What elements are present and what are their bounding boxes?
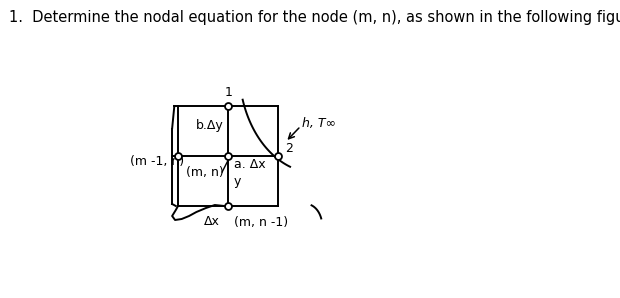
Text: y: y bbox=[234, 175, 241, 188]
Text: 2: 2 bbox=[285, 142, 293, 156]
Text: (m, n -1): (m, n -1) bbox=[234, 216, 288, 229]
Text: 1.  Determine the nodal equation for the node (m, n), as shown in the following : 1. Determine the nodal equation for the … bbox=[9, 10, 620, 25]
Text: b.Δy: b.Δy bbox=[196, 119, 224, 131]
Text: (m -1, n): (m -1, n) bbox=[130, 154, 185, 167]
Text: Δx: Δx bbox=[204, 215, 220, 228]
Text: a. Δx: a. Δx bbox=[234, 158, 265, 171]
Text: 1: 1 bbox=[225, 86, 232, 99]
Text: h, T∞: h, T∞ bbox=[301, 117, 335, 130]
Text: (m, n): (m, n) bbox=[185, 166, 223, 179]
